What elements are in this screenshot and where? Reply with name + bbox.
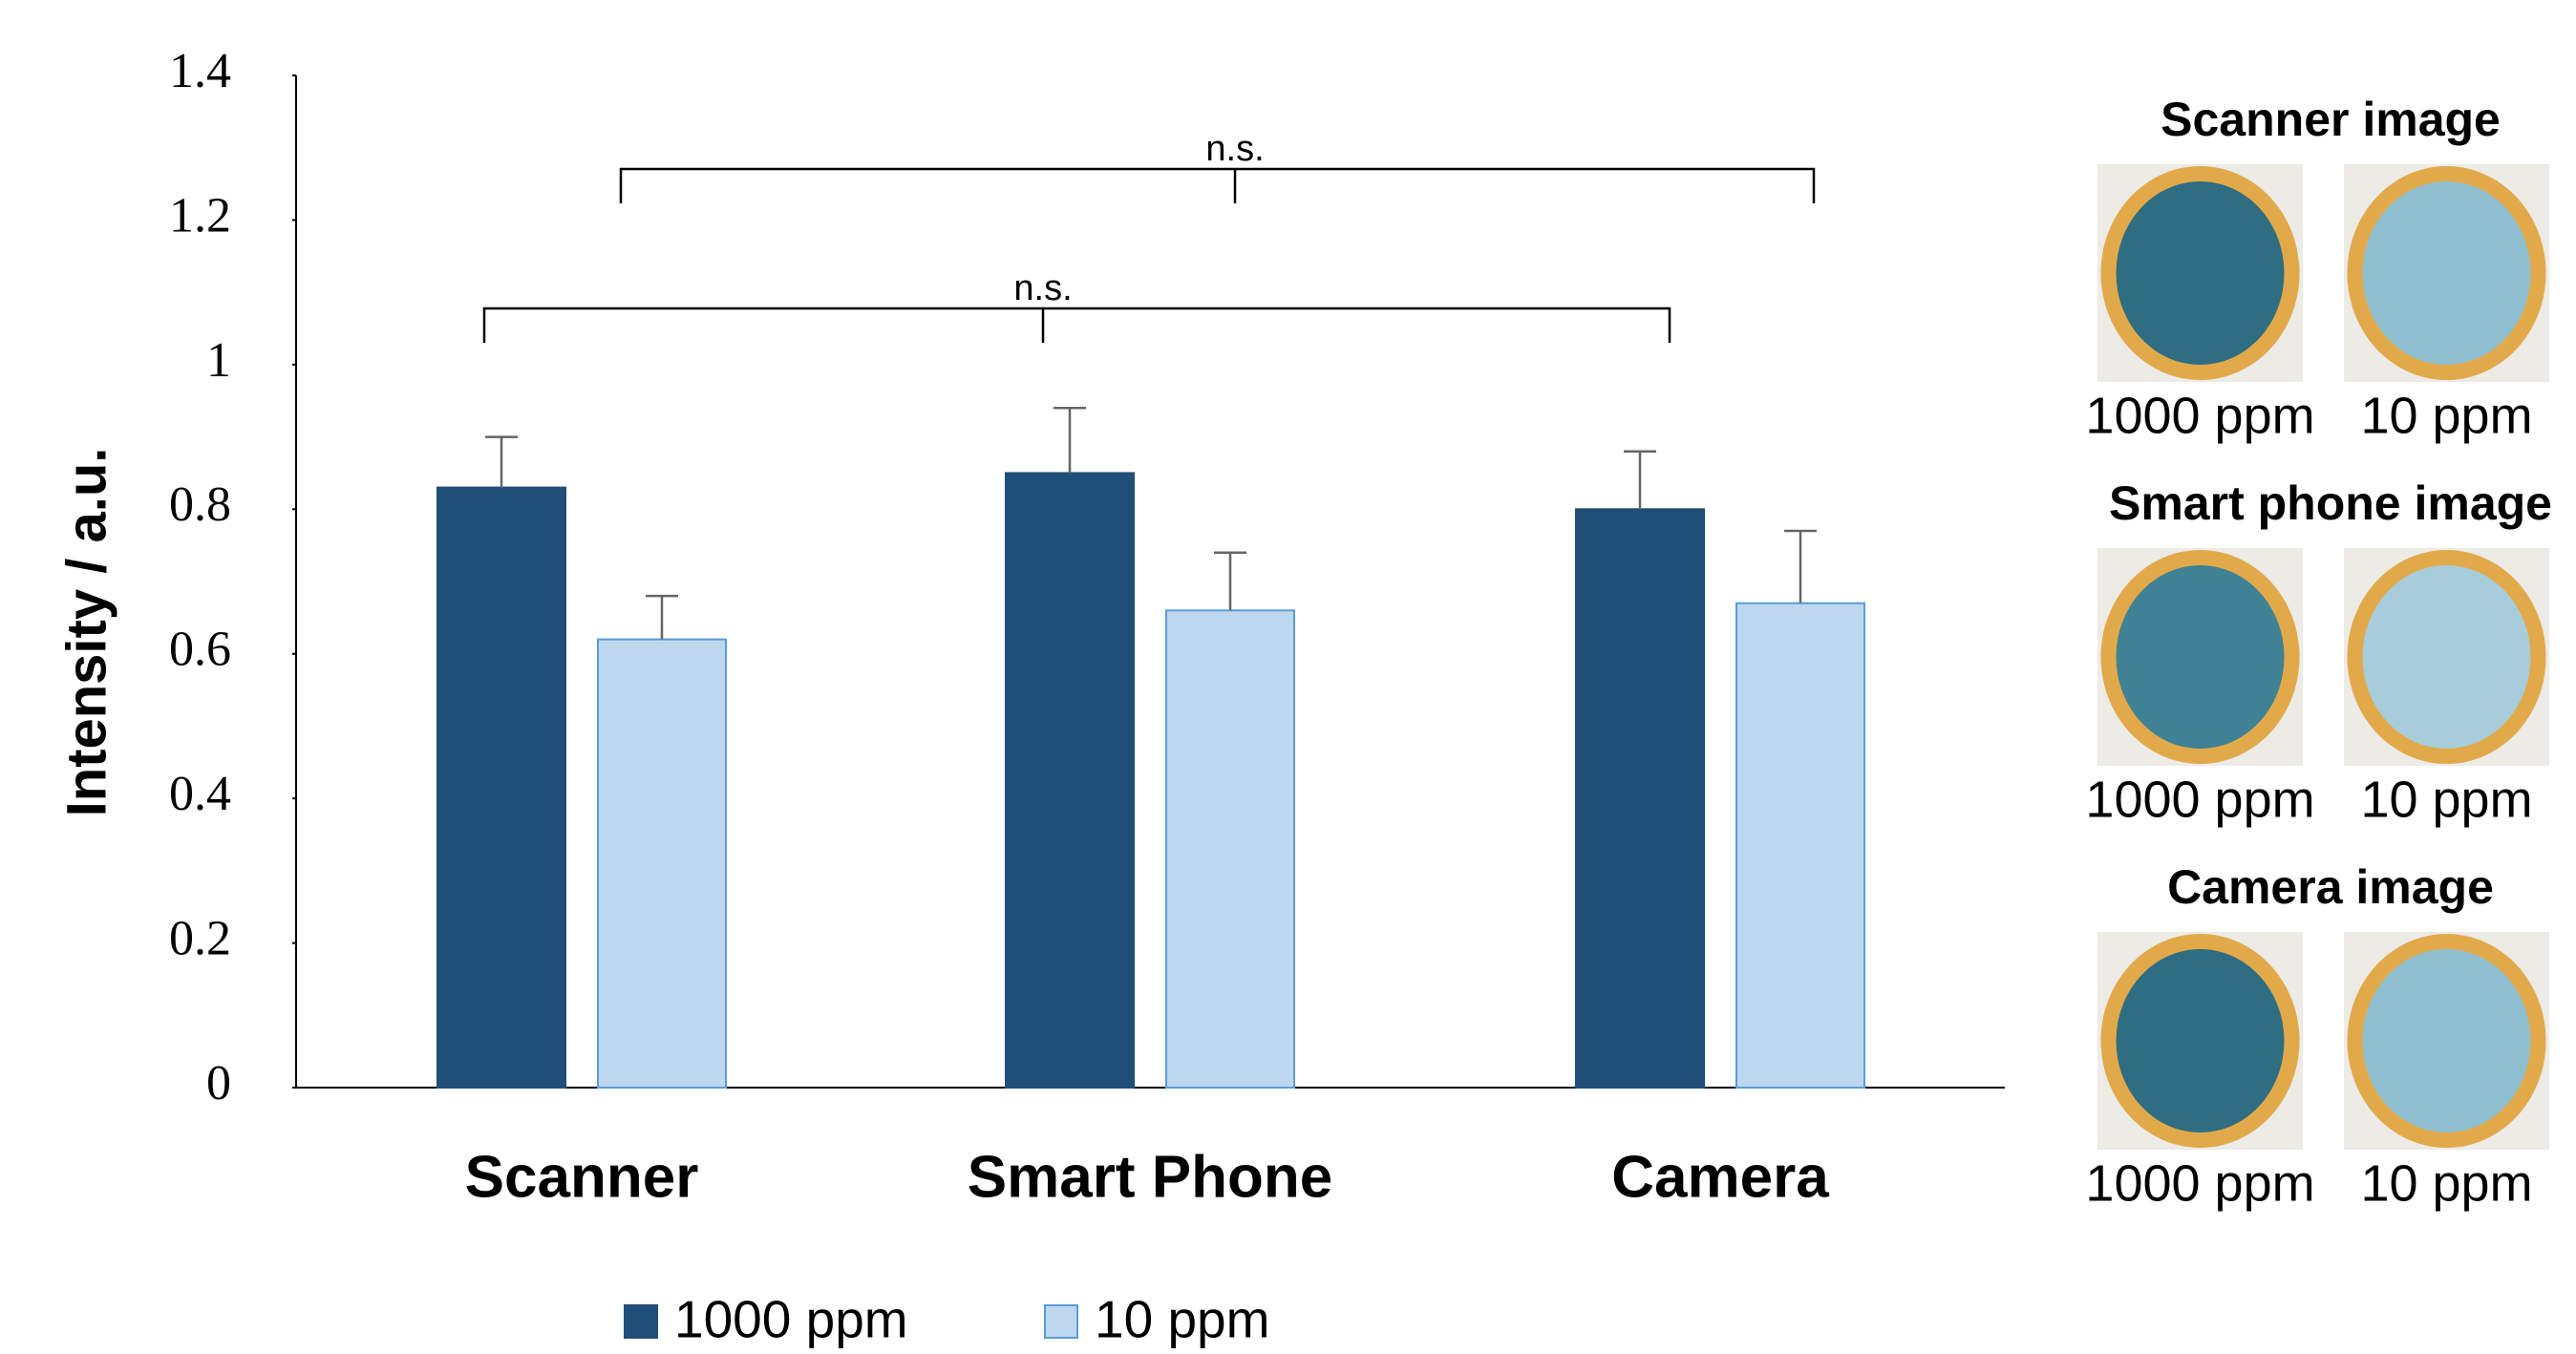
bar <box>1166 610 1294 1088</box>
sample-label: 1000 ppm <box>2085 387 2314 444</box>
sample-label: 1000 ppm <box>2085 1154 2314 1212</box>
legend-label: 1000 ppm <box>674 1290 908 1349</box>
sample-label: 10 ppm <box>2360 1154 2532 1212</box>
bar <box>1736 603 1864 1088</box>
sample-label: 10 ppm <box>2360 387 2532 444</box>
bar <box>437 488 565 1088</box>
error-bar <box>1784 531 1817 603</box>
error-bar <box>1054 408 1086 473</box>
sample-spot <box>2117 181 2285 365</box>
y-tick-label: 1.4 <box>169 44 231 98</box>
sample-spot <box>2363 565 2531 749</box>
sample-spot <box>2117 949 2285 1132</box>
x-tick-label: Camera <box>1611 1144 1829 1210</box>
y-tick-label: 0.2 <box>169 912 231 966</box>
bar <box>1576 509 1704 1088</box>
x-tick-label: Scanner <box>465 1144 699 1210</box>
y-axis-label: Intensity / a.u. <box>55 448 117 817</box>
sample-spot <box>2363 181 2531 365</box>
x-tick-label: Smart Phone <box>968 1144 1332 1210</box>
legend-label: 10 ppm <box>1095 1290 1269 1349</box>
legend-swatch <box>625 1305 657 1338</box>
error-bar <box>485 437 518 488</box>
panel-title: Smart phone image <box>2109 476 2552 530</box>
error-bar <box>646 596 678 639</box>
significance-bracket <box>621 169 1814 203</box>
y-tick-label: 0.8 <box>169 477 231 532</box>
bar <box>1006 473 1134 1088</box>
sample-label: 1000 ppm <box>2085 771 2314 828</box>
legend-swatch <box>1045 1305 1077 1338</box>
error-bar <box>1624 452 1656 510</box>
annotation: n.s. <box>1013 268 1072 308</box>
sample-label: 10 ppm <box>2360 771 2532 828</box>
y-tick-label: 0 <box>206 1056 231 1111</box>
y-tick-label: 0.4 <box>169 767 231 821</box>
y-tick-label: 0.6 <box>169 623 231 677</box>
error-bar <box>1214 553 1246 611</box>
panel-title: Scanner image <box>2161 93 2501 146</box>
sample-spot <box>2363 949 2531 1132</box>
chart: Intensity / a.u. 0 0.2 0.4 0.6 0.8 1 1.2 1.4 Sca… <box>0 0 2576 1354</box>
panel-title: Camera image <box>2167 860 2494 914</box>
significance-bracket <box>484 308 1670 343</box>
y-tick-label: 1 <box>206 333 231 388</box>
sample-spot <box>2117 565 2285 749</box>
annotation: n.s. <box>1205 129 1264 169</box>
y-tick-label: 1.2 <box>169 188 231 243</box>
bar <box>598 640 726 1088</box>
